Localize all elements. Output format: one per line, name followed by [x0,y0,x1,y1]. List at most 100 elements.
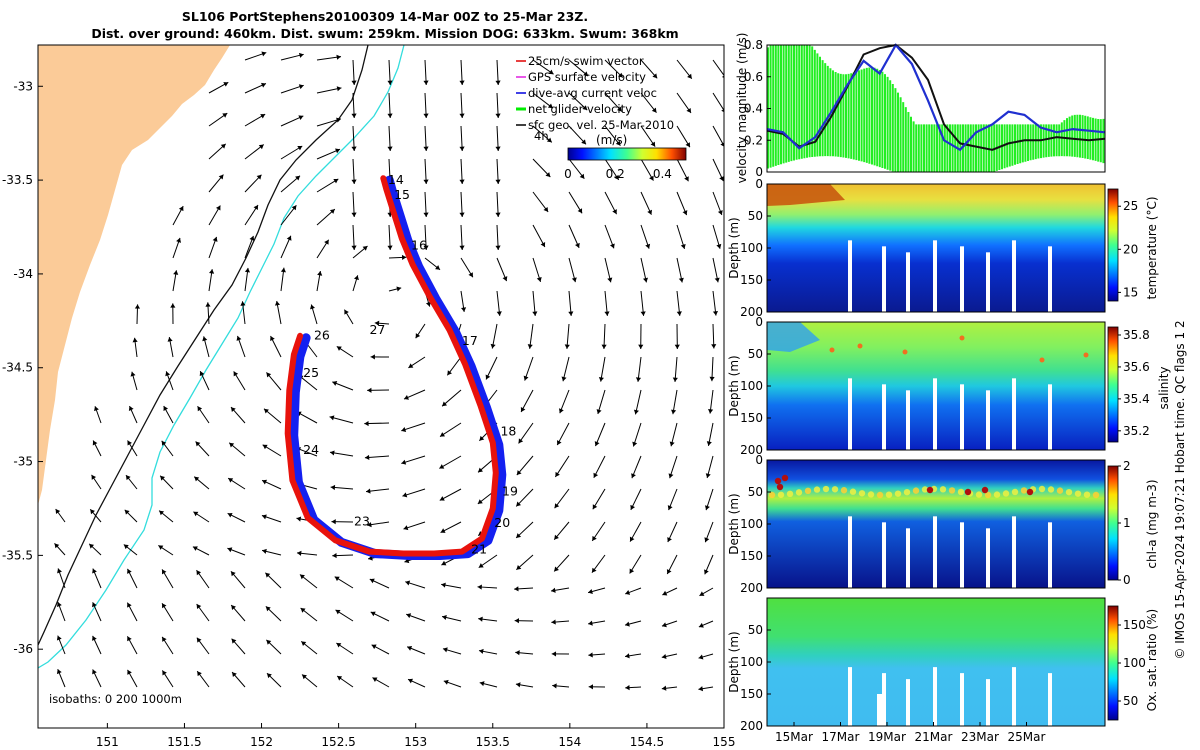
velocity-arrowhead [351,146,357,151]
map-frame [37,44,725,729]
salinity-data-gaps [848,378,1052,450]
velocity-arrowhead [479,435,485,441]
velocity-arrowhead [227,547,233,553]
velocity-arrowhead [202,336,208,342]
map-x-tick-label: 154.5 [630,735,664,749]
salinity-colorbar [1107,326,1119,443]
velocity-arrowhead [351,212,357,217]
velocity-arrowhead [666,569,672,575]
chlorophyll-high-spot [776,483,784,491]
velocity-arrowhead [555,471,560,477]
velocity-arrowhead [367,387,372,393]
velocity-arrowhead [162,603,167,609]
velocity-arrowhead [543,206,549,212]
chlorophyll-spot [894,490,902,497]
velocity-arrowhead [298,115,304,121]
velocity-arrowhead [196,637,202,643]
oxygen-section-panel: 50 100 150 200 Depth (m) 50 100 150 Ox. sat. … [727,597,1159,744]
velocity-arrowhead [295,175,301,181]
velocity-vector [712,59,724,77]
chlorophyll-spot [1065,488,1073,496]
velocity-arrowhead [265,572,271,578]
velocity-arrowhead [632,441,638,447]
velocity-arrowhead [547,103,553,109]
velocity-arrowhead [502,276,508,282]
velocity-y-tick-label: 0 [755,165,763,179]
velocity-arrowhead [134,304,141,309]
chlorophyll-high-spot [1026,488,1034,496]
chlorophyll-spot [1056,487,1064,494]
velocity-arrowhead [387,113,393,118]
depth-tick-label: 100 [740,655,763,669]
velocity-arrowhead [423,146,429,151]
velocity-arrowhead [516,470,522,476]
velocity-arrowhead [231,638,237,644]
velocity-series-blue [766,43,1106,152]
velocity-arrowhead [162,569,167,575]
depth-tick-label: 200 [740,581,763,595]
velocity-arrowhead [594,441,600,447]
velocity-arrowhead [721,75,724,78]
chlorophyll-spot [786,490,794,498]
depth-tick-label: 50 [748,623,763,637]
velocity-arrowhead [440,432,446,437]
temperature-y-ticks: 0 50 100 150 200 [740,177,771,319]
depth-tick-label: 0 [755,315,763,329]
velocity-arrowhead [228,478,234,483]
colorbar-tick-label: 50 [1123,694,1138,708]
velocity-arrowhead [374,320,380,326]
velocity-arrowhead [127,636,132,642]
salinity-cbar-label: salinity [1157,366,1171,409]
velocity-arrowhead [536,276,542,282]
data-gap [933,378,937,450]
velocity-arrowhead [372,677,378,682]
velocity-y-tick-label: 0.6 [744,70,763,84]
chlorophyll-spot [984,491,992,499]
velocity-arrowhead [329,415,335,421]
chlorophyll-spot [921,486,929,493]
velocity-arrowhead [523,375,529,381]
velocity-arrowhead [558,408,564,414]
map-x-ticks: 151 151.5 152 152.5 153 153.5 154 154.5 155 [96,723,735,749]
velocity-arrowhead [485,374,491,380]
velocity-arrowhead [127,440,132,446]
velocity-arrowhead [231,605,236,610]
colorbar-tick-label: 35.8 [1123,328,1150,342]
velocity-arrowhead [687,73,692,79]
velocity-arrowhead [592,504,598,510]
velocity-arrowhead [337,676,343,681]
velocity-arrowhead [609,243,615,249]
velocity-arrowhead [604,311,610,316]
colorbar-tick-label: 35.4 [1123,392,1150,406]
velocity-arrowhead [423,113,429,118]
data-gap [1048,384,1052,450]
data-gap [960,384,964,450]
velocity-arrowhead [404,394,409,400]
velocity-arrowhead [240,301,246,306]
velocity-arrowhead [324,239,329,245]
velocity-arrowhead [678,277,684,283]
chlorophyll-spot [1038,485,1046,493]
velocity-arrowhead [407,645,413,651]
velocity-arrowhead [532,311,538,316]
map-y-tick-label: -36 [13,642,33,656]
velocity-arrowhead [714,277,720,283]
velocity-arrowhead [598,376,604,382]
velocity-arrowhead [130,371,136,377]
velocity-arrowhead [92,635,97,641]
velocity-arrowhead [581,139,587,145]
data-gap [960,522,964,588]
colorbar-tick-label: 100 [1123,656,1146,670]
data-gap [1048,246,1052,312]
velocity-arrowhead [546,137,552,143]
velocity-arrowhead [54,543,60,549]
velocity-arrowhead [439,464,445,469]
velocity-series-black [766,43,1106,151]
map-y-ticks: -33 -33.5 -34 -34.5 -35 -35.5 -36 [2,79,43,656]
velocity-arrowhead [439,496,445,501]
chlorophyll-spot [768,491,776,499]
velocity-arrowhead [332,553,337,559]
temperature-colorbar [1107,188,1119,302]
map-y-tick-label: -35.5 [2,548,33,562]
data-gap [933,516,937,588]
